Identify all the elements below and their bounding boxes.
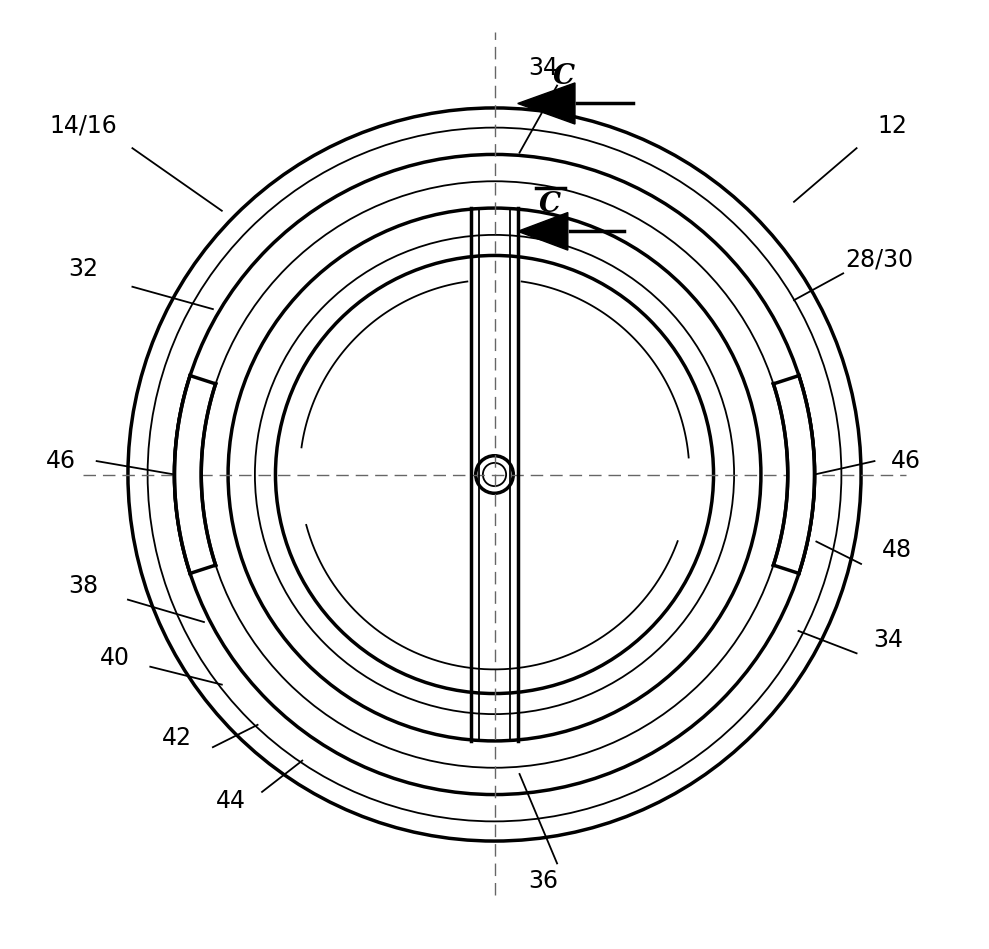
Text: 28/30: 28/30 bbox=[845, 248, 913, 272]
Text: 48: 48 bbox=[882, 538, 912, 563]
Polygon shape bbox=[773, 376, 815, 573]
Text: 46: 46 bbox=[45, 449, 76, 474]
Text: 14/16: 14/16 bbox=[49, 114, 117, 138]
Text: 34: 34 bbox=[873, 628, 903, 652]
Text: C: C bbox=[539, 191, 561, 218]
Polygon shape bbox=[174, 376, 216, 573]
Text: 46: 46 bbox=[891, 449, 921, 474]
Text: 44: 44 bbox=[216, 789, 245, 813]
Text: 42: 42 bbox=[162, 726, 192, 751]
Text: C: C bbox=[553, 64, 576, 90]
Polygon shape bbox=[518, 213, 568, 251]
Text: 32: 32 bbox=[68, 257, 98, 281]
Text: 34: 34 bbox=[529, 56, 559, 80]
Text: 12: 12 bbox=[877, 114, 907, 138]
Text: 40: 40 bbox=[100, 645, 130, 670]
Text: 36: 36 bbox=[529, 869, 559, 893]
Text: 38: 38 bbox=[68, 574, 98, 598]
Polygon shape bbox=[518, 83, 575, 124]
